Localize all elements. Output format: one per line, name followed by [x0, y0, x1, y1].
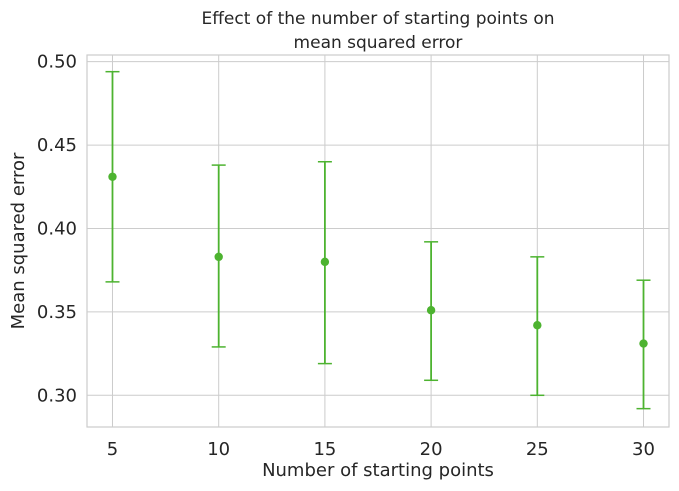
- x-tick-label: 20: [420, 439, 443, 460]
- data-points: [108, 172, 648, 348]
- x-tick-label: 30: [632, 439, 655, 460]
- y-axis-label: Mean squared error: [8, 152, 29, 329]
- data-point: [214, 252, 223, 262]
- data-point: [639, 339, 648, 348]
- y-tick-labels: 0.30 0.35 0.40 0.45 0.50: [37, 52, 77, 407]
- x-tick-label: 10: [207, 439, 230, 460]
- y-tick-label: 0.30: [37, 385, 77, 406]
- chart-title-line-2: mean squared error: [294, 33, 463, 53]
- y-tick-label: 0.50: [37, 52, 77, 73]
- y-tick-label: 0.45: [37, 135, 77, 156]
- y-tick-label: 0.40: [37, 218, 77, 239]
- x-tick-label: 15: [313, 439, 336, 460]
- data-point: [426, 306, 436, 315]
- x-axis-label: Number of starting points: [262, 460, 494, 481]
- x-tick-labels: 5 10 15 20 25 30: [107, 439, 655, 460]
- chart-title-line-1: Effect of the number of starting points …: [201, 9, 554, 29]
- plot-frame: [86, 54, 670, 428]
- x-tick-label: 25: [526, 439, 549, 460]
- data-point: [108, 172, 117, 181]
- data-point: [320, 257, 330, 267]
- data-point: [533, 321, 542, 330]
- y-tick-label: 0.35: [37, 302, 77, 323]
- grid: [87, 55, 669, 427]
- x-tick-label: 5: [107, 439, 118, 460]
